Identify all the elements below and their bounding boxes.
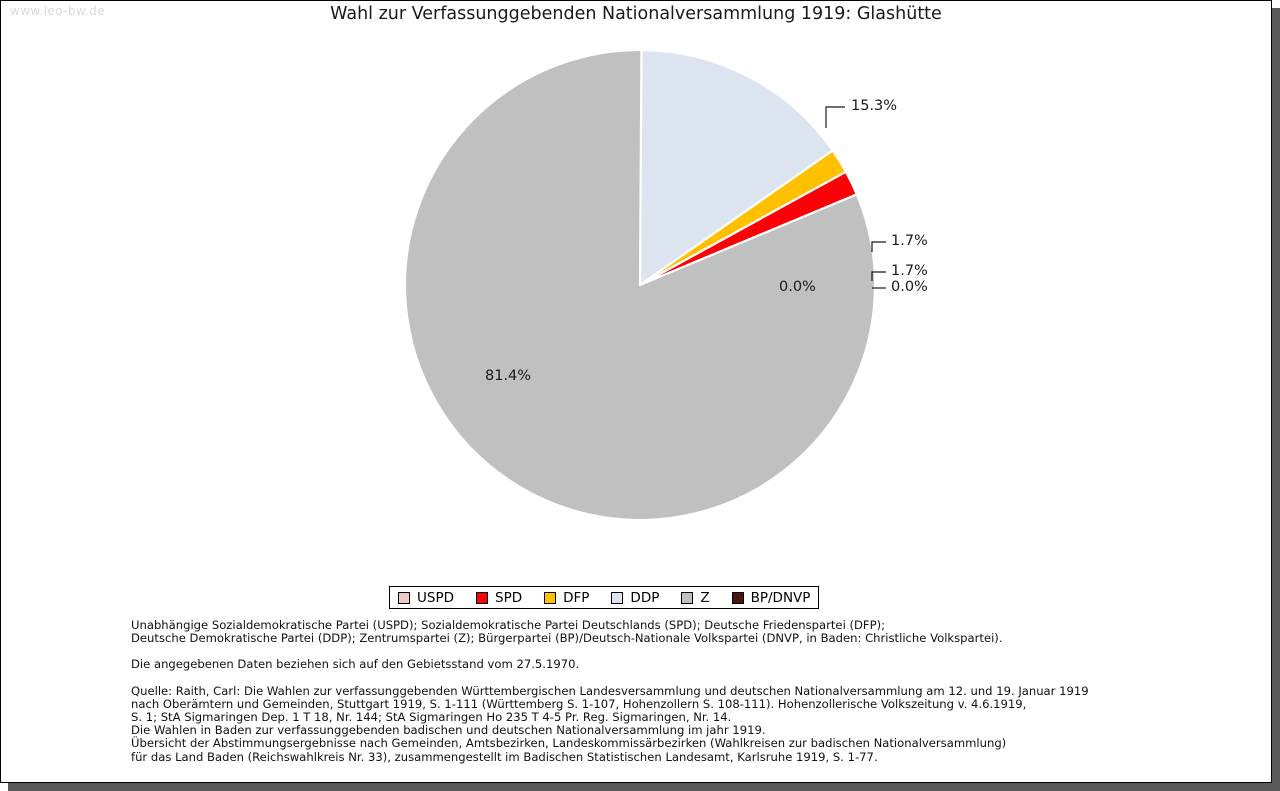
pie-slice-z: [403, 48, 877, 522]
leader-line: [871, 241, 886, 252]
footnote-line: S. 1; StA Sigmaringen Dep. 1 T 18, Nr. 1…: [131, 710, 732, 725]
legend-item-uspd: USPD: [398, 590, 454, 606]
legend-swatch-ddp: [611, 591, 624, 604]
footnote-block-2: Die angegebenen Daten beziehen sich auf …: [131, 658, 1191, 671]
slice-label-z: 81.4%: [485, 368, 532, 384]
slice-label-bp-dnvp: 0.0%: [779, 279, 816, 295]
footnote-line: Quelle: Raith, Carl: Die Wahlen zur verf…: [131, 683, 1089, 698]
legend-swatch-bp-dnvp: [731, 591, 744, 604]
pie-chart: 15.3% 1.7% 1.7% 0.0% 0.0% 81.4%: [403, 48, 928, 522]
slice-label-spd: 1.7%: [891, 263, 928, 279]
legend-swatch-z: [681, 591, 694, 604]
legend-label: SPD: [495, 589, 523, 606]
legend-swatch-dfp: [544, 591, 557, 604]
window-shadow-bottom: [8, 783, 1280, 791]
chart-legend: USPD SPD DFP DDP Z BP/DNVP: [389, 586, 820, 609]
legend-label: USPD: [417, 589, 454, 606]
footnote-line: Übersicht der Abstimmungsergebnisse nach…: [131, 736, 1007, 751]
slice-label-uspd: 0.0%: [891, 279, 928, 295]
legend-label: DDP: [630, 589, 660, 606]
legend-label: Z: [700, 589, 710, 606]
leader-line: [825, 106, 845, 128]
pie-chart-svg: [403, 48, 886, 522]
legend-swatch-uspd: [398, 591, 410, 604]
footnote-line: Die Wahlen in Baden zur verfassunggebend…: [131, 723, 766, 738]
legend-item-bp-dnvp: BP/DNVP: [731, 589, 811, 606]
window-shadow-right: [1272, 8, 1280, 791]
chart-title: Wahl zur Verfassunggebenden Nationalvers…: [330, 4, 942, 24]
slice-label-dfp: 1.7%: [891, 233, 928, 249]
legend-item-spd: SPD: [476, 590, 522, 606]
legend-swatch-spd: [476, 591, 488, 604]
watermark: www.leo-bw.de: [10, 4, 106, 18]
pie-slice-group: [403, 48, 877, 522]
pie-slice-ddp: [638, 48, 834, 287]
footnote-line: Deutsche Demokratische Partei (DDP); Zen…: [131, 631, 1003, 646]
legend-item-dfp: DFP: [544, 590, 589, 606]
footnote-line: nach Oberämtern und Gemeinden, Stuttgart…: [131, 696, 1027, 711]
legend-label: BP/DNVP: [750, 589, 811, 606]
slice-label-ddp: 15.3%: [851, 98, 898, 114]
legend-label: DFP: [563, 589, 590, 606]
pie-leader-lines: [825, 106, 886, 289]
leader-line: [871, 271, 886, 281]
footnote-line: für das Land Baden (Reichswahlkreis Nr. …: [131, 749, 878, 764]
footnote-line: Unabhängige Sozialdemokratische Partei (…: [131, 618, 886, 632]
legend-item-z: Z: [681, 589, 710, 606]
legend-item-ddp: DDP: [611, 590, 659, 606]
footnote-line: Die angegebenen Daten beziehen sich auf …: [131, 657, 580, 672]
footnote-block-3: Quelle: Raith, Carl: Die Wahlen zur verf…: [131, 683, 1191, 764]
footnote-block-1: Unabhängige Sozialdemokratische Partei (…: [131, 618, 1191, 646]
footnotes: Unabhängige Sozialdemokratische Partei (…: [131, 618, 1191, 764]
